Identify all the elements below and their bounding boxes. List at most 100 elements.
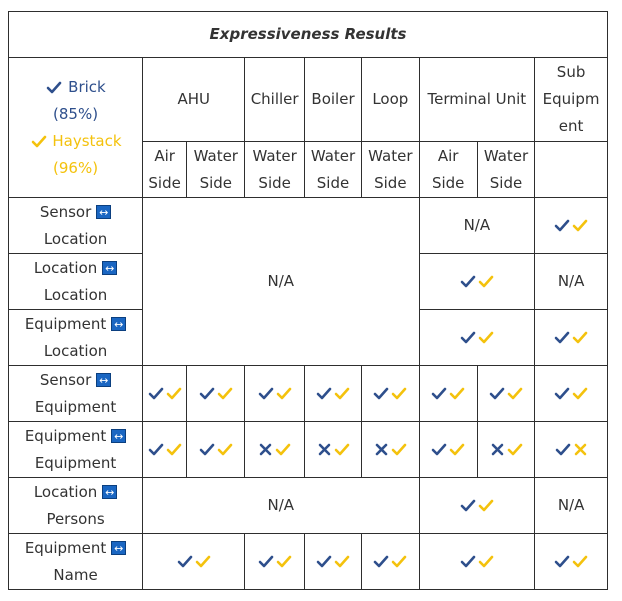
result-cell bbox=[244, 533, 305, 590]
subcol-line: Side bbox=[489, 173, 523, 192]
row-label-line1: Location bbox=[33, 258, 98, 277]
result-cell bbox=[418, 253, 536, 310]
check-icon bbox=[316, 386, 332, 401]
result-cell bbox=[534, 421, 608, 478]
check-icon bbox=[46, 80, 62, 95]
result-cell bbox=[534, 533, 608, 590]
check-icon bbox=[431, 442, 447, 457]
row-label-line2: Equipment bbox=[34, 397, 117, 416]
row-label-line1: Sensor bbox=[39, 202, 92, 221]
check-icon bbox=[460, 498, 476, 513]
check-icon bbox=[275, 442, 291, 457]
sub-equipment-line: Equipm bbox=[542, 90, 600, 108]
check-icon bbox=[199, 386, 215, 401]
row-label: Sensor ↔ Location bbox=[7, 197, 144, 254]
row-label: Location ↔ Location bbox=[7, 253, 144, 310]
row-label-line1: Equipment bbox=[24, 426, 107, 445]
expressiveness-table: Expressiveness Results Brick (85%) Hayst… bbox=[7, 11, 608, 590]
row-label-line1: Equipment bbox=[24, 538, 107, 557]
legend-brick: Brick bbox=[9, 74, 142, 101]
check-icon bbox=[507, 386, 523, 401]
na-cell: N/A bbox=[418, 197, 536, 254]
row-label-line2: Equipment bbox=[34, 453, 117, 472]
check-icon bbox=[334, 386, 350, 401]
check-icon bbox=[478, 330, 494, 345]
col-header-chiller: Chiller bbox=[244, 57, 305, 142]
check-icon bbox=[449, 386, 465, 401]
result-cell bbox=[142, 533, 246, 590]
result-cell bbox=[186, 421, 246, 478]
cross-icon bbox=[490, 442, 505, 457]
row-label-line2: Location bbox=[43, 229, 108, 248]
check-icon bbox=[478, 498, 494, 513]
check-icon bbox=[195, 554, 211, 569]
legend-brick-name: Brick bbox=[68, 77, 106, 96]
check-icon bbox=[334, 554, 350, 569]
result-cell bbox=[186, 365, 246, 422]
result-cell bbox=[244, 421, 305, 478]
result-cell bbox=[418, 365, 478, 422]
check-icon bbox=[166, 386, 182, 401]
subcol-line: Side bbox=[374, 173, 407, 192]
check-icon bbox=[460, 274, 476, 289]
subcol-line: Side bbox=[258, 173, 291, 192]
cross-icon bbox=[573, 442, 588, 457]
na-cell: N/A bbox=[142, 477, 420, 534]
result-cell bbox=[361, 421, 420, 478]
check-icon bbox=[449, 442, 465, 457]
result-cell bbox=[361, 365, 420, 422]
check-icon bbox=[460, 330, 476, 345]
subcol-ahu-water: Water Side bbox=[186, 141, 246, 198]
col-header-sub-equipment: Sub Equipm ent bbox=[534, 57, 608, 142]
result-cell bbox=[244, 365, 305, 422]
bidirectional-arrow-icon: ↔ bbox=[111, 317, 127, 331]
bidirectional-arrow-icon: ↔ bbox=[102, 485, 118, 499]
check-icon bbox=[554, 386, 570, 401]
table-title: Expressiveness Results bbox=[8, 11, 608, 58]
legend-brick-pct: (85%) bbox=[53, 104, 99, 123]
result-cell bbox=[142, 421, 188, 478]
result-cell bbox=[418, 421, 478, 478]
subcol-line: Side bbox=[316, 173, 350, 192]
subcol-ahu-air: Air Side bbox=[142, 141, 188, 198]
subcol-line: Water bbox=[368, 146, 413, 165]
check-icon bbox=[31, 134, 47, 149]
result-cell bbox=[534, 365, 608, 422]
check-icon bbox=[258, 386, 274, 401]
subcol-tu-water: Water Side bbox=[476, 141, 536, 198]
result-cell bbox=[534, 197, 608, 254]
check-icon bbox=[572, 386, 588, 401]
check-icon bbox=[373, 386, 389, 401]
check-icon bbox=[572, 218, 588, 233]
subcol-sub-empty bbox=[534, 141, 608, 198]
check-icon bbox=[460, 554, 476, 569]
sub-equipment-line: ent bbox=[558, 117, 584, 135]
bidirectional-arrow-icon: ↔ bbox=[96, 205, 112, 219]
row-label-line1: Equipment bbox=[24, 314, 107, 333]
check-icon bbox=[316, 554, 332, 569]
result-cell bbox=[534, 309, 608, 366]
subcol-line: Side bbox=[431, 173, 465, 192]
row-label-line2: Persons bbox=[46, 509, 105, 528]
row-label-line2: Location bbox=[43, 341, 108, 360]
bidirectional-arrow-icon: ↔ bbox=[111, 429, 127, 443]
row-label-line1: Sensor bbox=[39, 370, 92, 389]
legend-haystack-pct: (96%) bbox=[53, 158, 99, 177]
results-table-wrapper: Expressiveness Results Brick (85%) Hayst… bbox=[7, 11, 608, 590]
subcol-line: Water bbox=[252, 146, 297, 165]
result-cell bbox=[418, 309, 536, 366]
check-icon bbox=[148, 442, 164, 457]
check-icon bbox=[431, 386, 447, 401]
result-cell bbox=[418, 477, 536, 534]
result-cell bbox=[476, 365, 536, 422]
subcol-line: Water bbox=[310, 146, 356, 165]
row-label-line2: Location bbox=[43, 285, 108, 304]
check-icon bbox=[391, 442, 407, 457]
check-icon bbox=[478, 554, 494, 569]
legend-haystack: Haystack bbox=[9, 128, 142, 155]
check-icon bbox=[334, 442, 350, 457]
bidirectional-arrow-icon: ↔ bbox=[102, 261, 118, 275]
check-icon bbox=[478, 274, 494, 289]
cross-icon bbox=[374, 442, 389, 457]
check-icon bbox=[554, 218, 570, 233]
